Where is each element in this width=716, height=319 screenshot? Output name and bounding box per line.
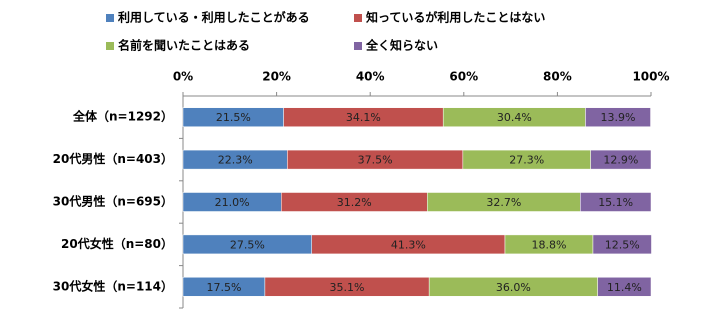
y-tick-label: 30代男性（n=695） bbox=[53, 194, 173, 209]
value-label: 15.1% bbox=[598, 196, 633, 209]
value-label: 31.2% bbox=[337, 196, 372, 209]
legend-swatch bbox=[106, 14, 114, 22]
value-label: 11.4% bbox=[607, 281, 642, 294]
legend-label: 知っているが利用したことはない bbox=[365, 10, 545, 25]
x-tick-label: 80% bbox=[543, 70, 572, 84]
value-label: 17.5% bbox=[206, 281, 241, 294]
value-label: 12.9% bbox=[603, 154, 638, 167]
x-tick-label: 0% bbox=[173, 70, 193, 84]
y-tick-label: 20代男性（n=403） bbox=[53, 151, 173, 166]
value-label: 32.7% bbox=[486, 196, 521, 209]
x-tick-label: 40% bbox=[356, 70, 385, 84]
value-label: 27.3% bbox=[509, 154, 544, 167]
bar-segment bbox=[592, 234, 652, 255]
value-label: 35.1% bbox=[330, 281, 365, 294]
value-label: 22.3% bbox=[218, 154, 253, 167]
bar-segment bbox=[590, 149, 652, 170]
y-tick-label: 20代女性（n=80） bbox=[61, 236, 173, 251]
value-label: 34.1% bbox=[346, 111, 381, 124]
value-label: 21.5% bbox=[216, 111, 251, 124]
x-tick-label: 20% bbox=[262, 70, 291, 84]
bar-segment bbox=[597, 277, 652, 297]
value-label: 36.0% bbox=[496, 281, 531, 294]
value-label: 18.8% bbox=[531, 238, 566, 251]
value-label: 37.5% bbox=[358, 154, 393, 167]
legend-swatch bbox=[354, 42, 362, 50]
legend-label: 利用している・利用したことがある bbox=[118, 10, 310, 25]
value-label: 27.5% bbox=[230, 238, 265, 251]
legend-label: 全く知らない bbox=[365, 38, 438, 53]
value-label: 12.5% bbox=[605, 238, 640, 251]
legend-swatch bbox=[354, 14, 362, 22]
value-label: 13.9% bbox=[601, 111, 636, 124]
y-tick-label: 30代女性（n=114） bbox=[53, 278, 173, 293]
x-tick-label: 60% bbox=[449, 70, 478, 84]
bar-segment bbox=[585, 107, 651, 127]
y-tick-label: 全体（n=1292） bbox=[72, 109, 173, 124]
value-label: 41.3% bbox=[391, 238, 426, 251]
bar-segment bbox=[580, 192, 652, 212]
value-label: 30.4% bbox=[497, 111, 532, 124]
legend-swatch bbox=[106, 42, 114, 50]
value-label: 21.0% bbox=[215, 196, 250, 209]
legend-label: 名前を聞いたことはある bbox=[118, 38, 250, 53]
x-tick-label: 100% bbox=[632, 70, 669, 84]
